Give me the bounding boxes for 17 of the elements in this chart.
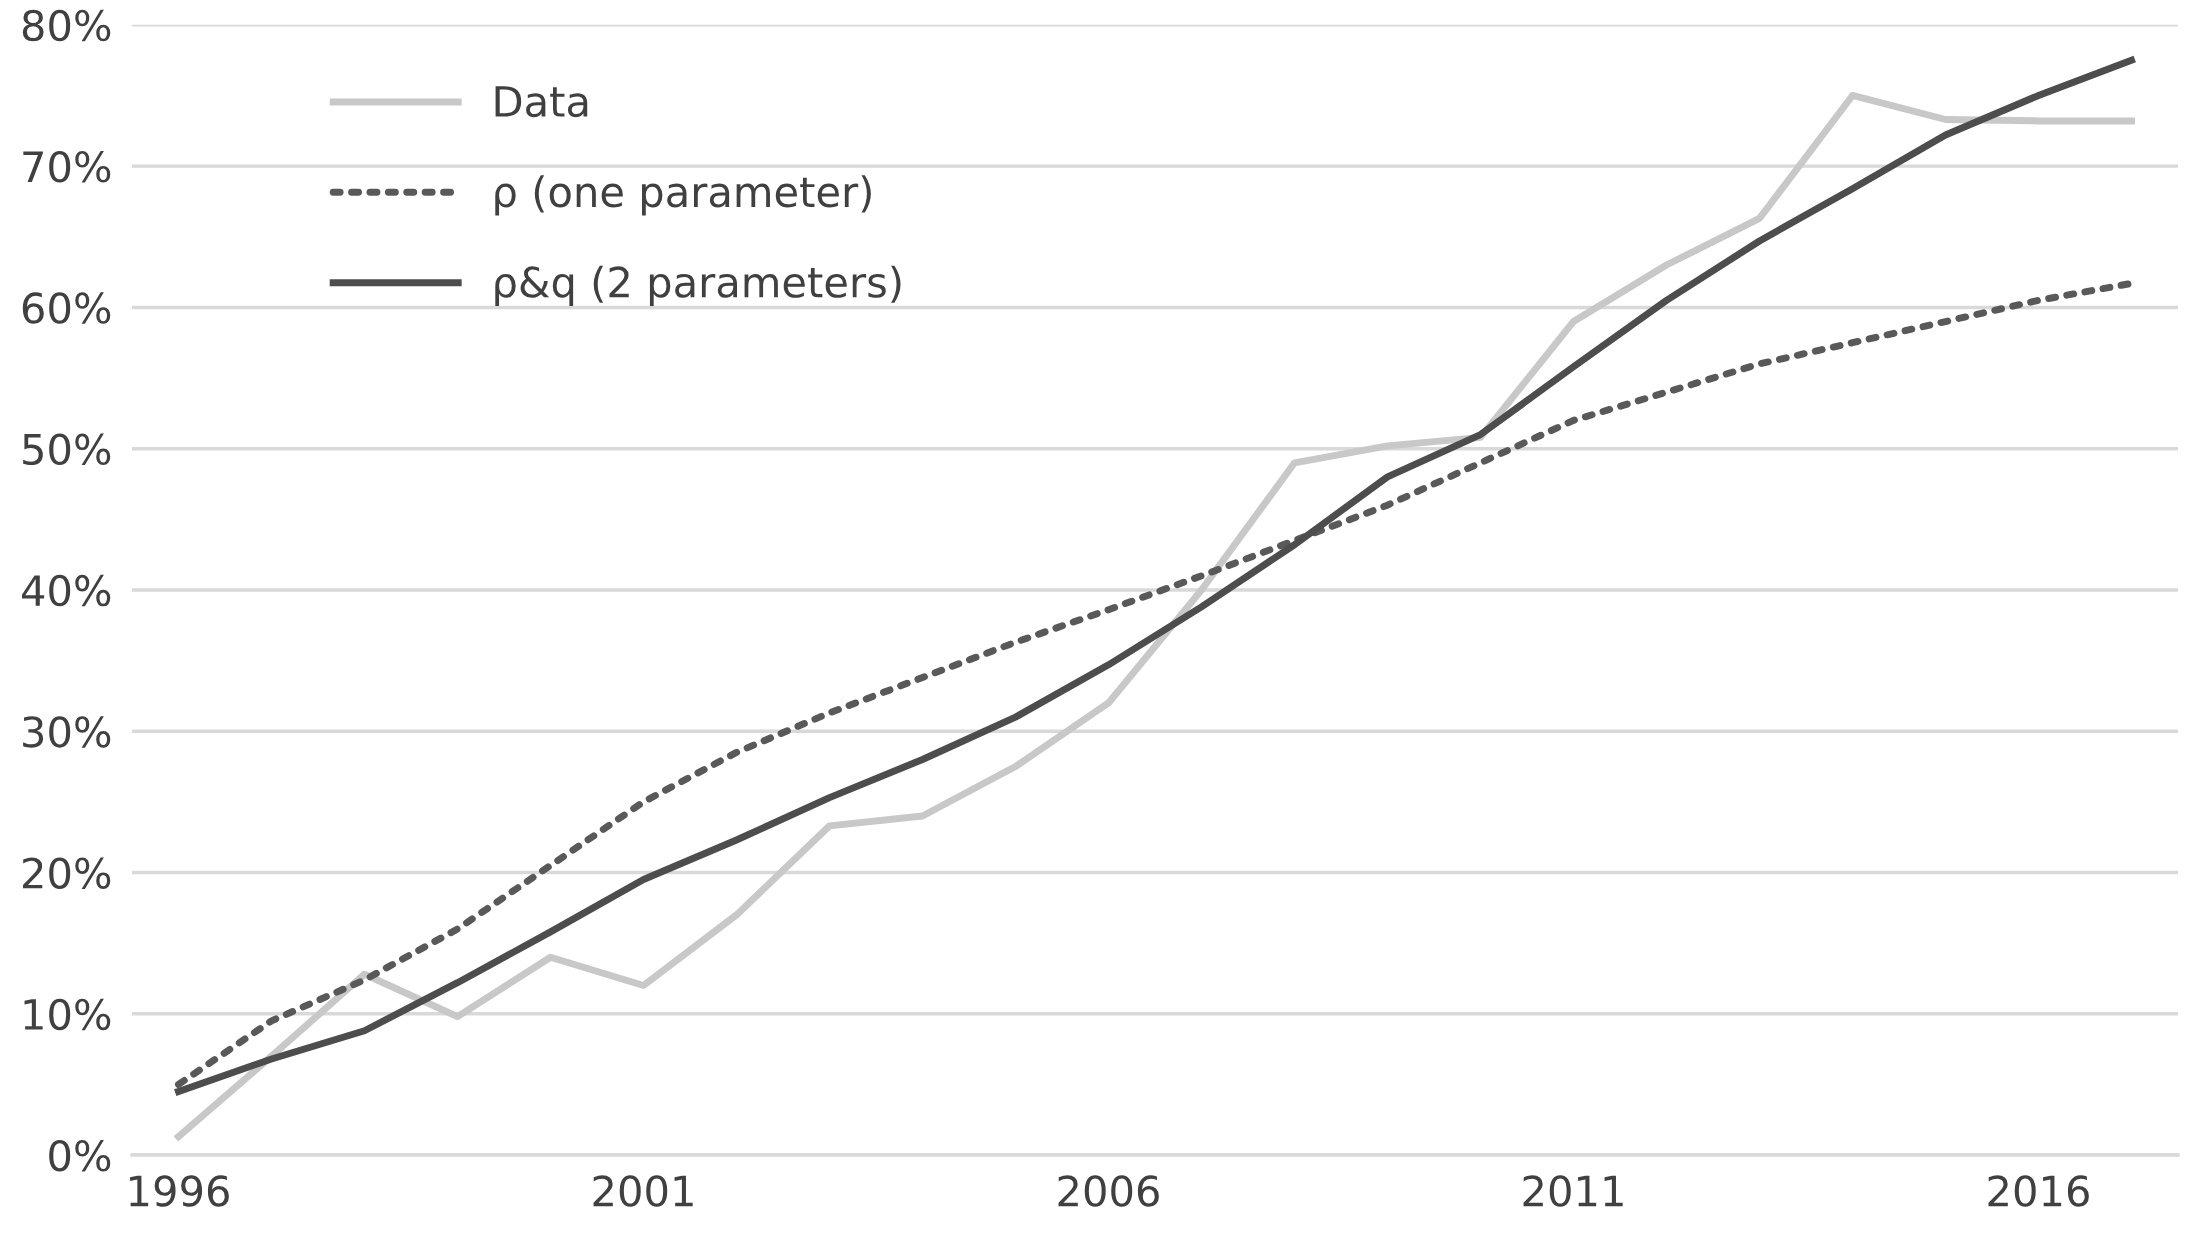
y-tick-label: 20%: [23, 857, 111, 889]
x-tick-label: 2011: [1523, 1175, 1623, 1207]
x-tick-label: 1996: [130, 1175, 229, 1207]
y-tick-label: 80%: [22, 9, 111, 42]
legend-label: ρ (one parameter): [495, 175, 871, 216]
x-tick-label: 2006: [1058, 1175, 1159, 1207]
y-tick-label: 30%: [23, 716, 111, 748]
y-tick-label: 50%: [23, 433, 111, 466]
y-tick-label: 0%: [49, 1139, 111, 1172]
legend-label: Data: [495, 86, 588, 118]
y-tick-label: 60%: [22, 292, 111, 324]
y-tick-label: 70%: [23, 151, 111, 183]
x-tick-label: 2001: [593, 1175, 693, 1207]
legend-label: ρ&q (2 parameters): [495, 265, 901, 306]
y-tick-label: 40%: [21, 574, 111, 607]
x-tick-label: 2016: [1988, 1175, 2089, 1207]
y-tick-label: 10%: [24, 998, 111, 1031]
